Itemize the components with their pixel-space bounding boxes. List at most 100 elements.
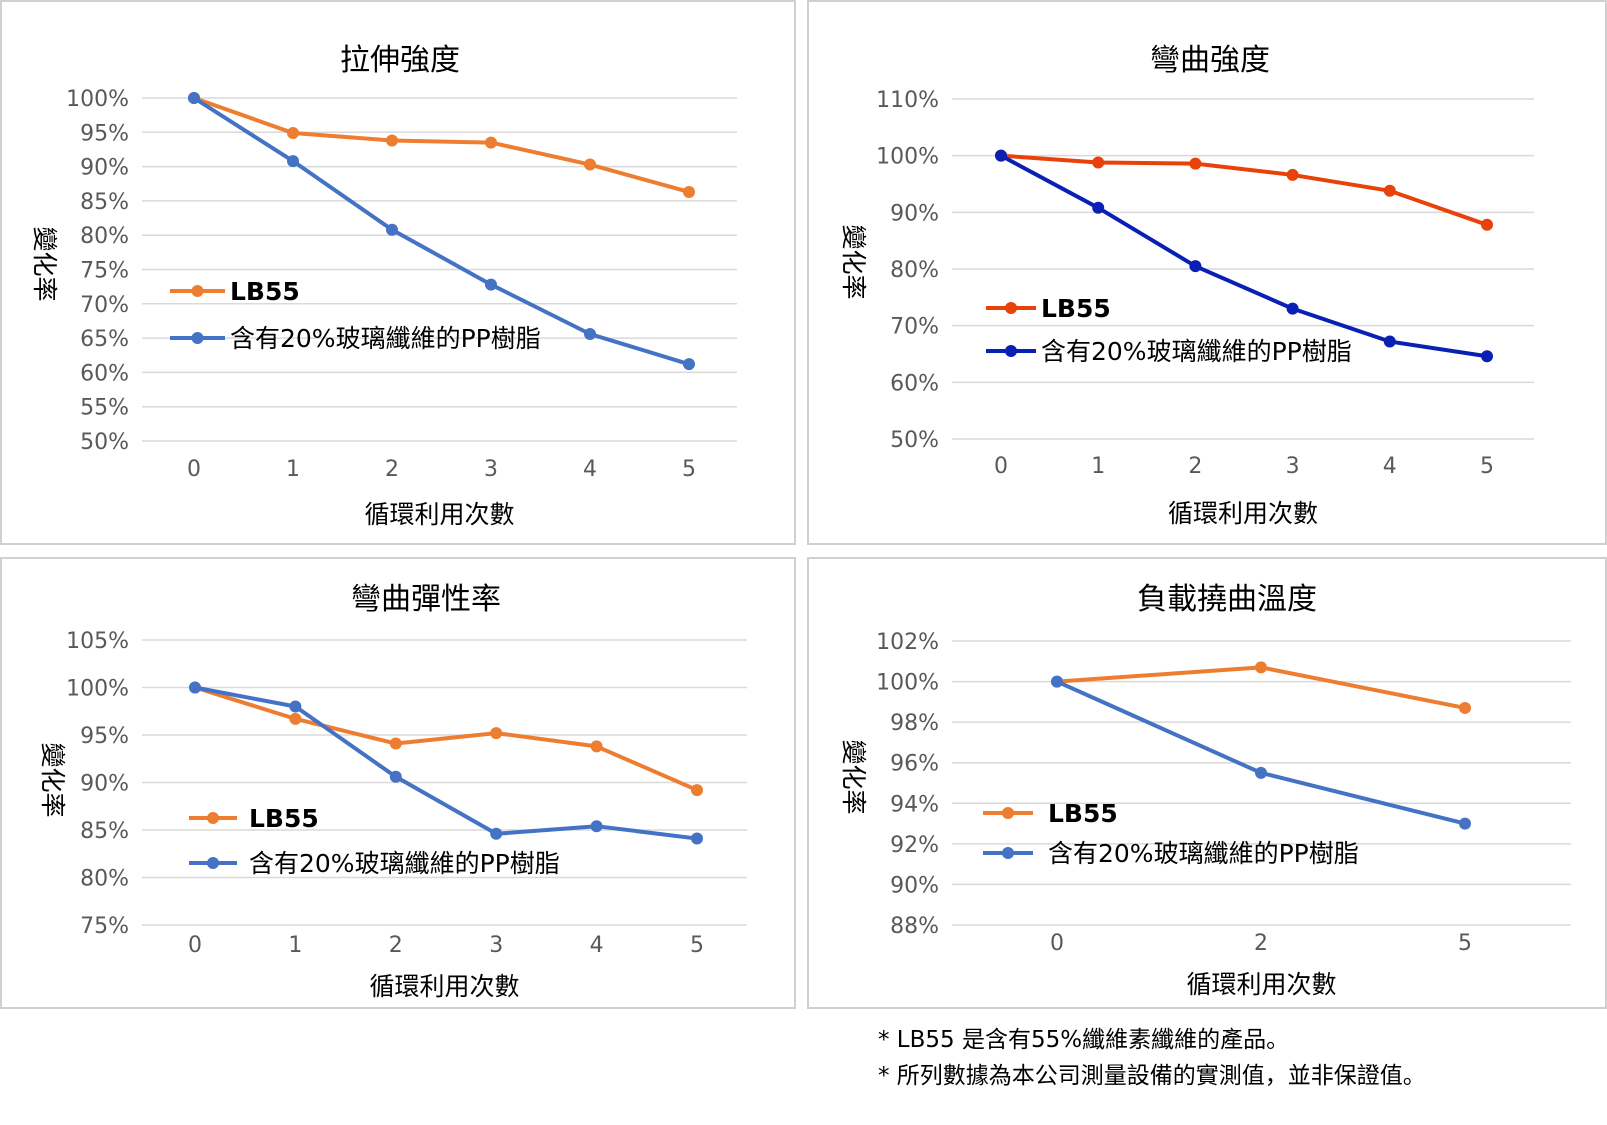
y-tick-label: 90% (80, 156, 129, 181)
y-tick-label: 90% (80, 772, 129, 797)
data-point (386, 223, 398, 236)
series-line (1000, 153, 1488, 359)
y-tick-label: 100% (876, 145, 939, 170)
y-tick-label: 80% (80, 867, 129, 892)
x-tick-label: 3 (484, 457, 498, 482)
data-point (287, 155, 299, 168)
y-tick-label: 105% (66, 629, 129, 654)
footnote-2: * 所列數據為本公司測量設備的實測值，並非保證值。 (878, 1063, 1426, 1089)
data-point (389, 770, 402, 783)
x-tick-label: 0 (994, 454, 1008, 479)
y-tick-label: 100% (876, 671, 939, 696)
y-tick-label: 102% (876, 630, 939, 655)
data-point (1286, 302, 1299, 315)
x-tick-label: 2 (389, 933, 403, 958)
legend-swatch-marker (191, 285, 204, 297)
y-tick-label: 95% (80, 121, 129, 146)
x-tick-label: 3 (1286, 454, 1300, 479)
footnotes: * LB55 是含有55%纖維素纖維的產品。 * 所列數據為本公司測量設備的實測… (878, 1022, 1426, 1094)
data-point (683, 185, 695, 198)
data-point (590, 820, 603, 833)
data-point (691, 832, 703, 845)
data-point (1459, 817, 1471, 830)
data-point (485, 136, 497, 149)
y-tick-label: 100% (66, 87, 129, 112)
x-tick-label: 2 (1188, 454, 1202, 479)
y-tick-label: 95% (80, 724, 129, 749)
y-tick-label: 55% (80, 396, 129, 421)
y-axis-label: 變化率 (38, 742, 67, 817)
data-point (683, 358, 695, 371)
x-tick-label: 2 (385, 457, 399, 482)
y-tick-label: 90% (890, 873, 939, 898)
x-tick-label: 1 (1091, 454, 1105, 479)
series-line (1056, 665, 1466, 710)
data-point (691, 784, 703, 797)
chart-panel-heat-deflection-temperature: 102% 100% 98% 96% 94% 92% 90% 88% 0 2 5 負載撓曲溫度 循環利用次… (807, 557, 1607, 1009)
data-point (189, 681, 201, 694)
y-axis-label: 變化率 (839, 739, 868, 814)
x-tick-label: 4 (590, 933, 604, 958)
y-tick-label: 60% (80, 361, 129, 386)
y-tick-label: 98% (890, 711, 939, 736)
series-line (194, 685, 698, 792)
x-axis-label: 循環利用次數 (364, 500, 514, 529)
data-point (995, 149, 1007, 162)
y-tick-label: 65% (80, 327, 129, 352)
legend-label: 含有20%玻璃纖維的PP樹脂 (1041, 337, 1352, 366)
legend-swatch-marker (1002, 847, 1014, 859)
chart-panel-flexural-strength: 110% 100% 90% 80% 70% 60% 50% 0 1 2 3 4 5 彎曲強度 循環利用次數 變… (807, 0, 1607, 545)
data-point (590, 740, 603, 753)
x-tick-label: 4 (1383, 454, 1397, 479)
x-tick-label: 3 (489, 933, 503, 958)
y-tick-label: 70% (890, 315, 939, 340)
data-point (1189, 157, 1202, 170)
legend-swatch-marker (207, 812, 219, 824)
x-tick-label: 5 (1480, 454, 1494, 479)
data-point (1481, 350, 1493, 363)
legend-label: 含有20%玻璃纖維的PP樹脂 (249, 849, 560, 878)
y-tick-label: 50% (80, 430, 129, 455)
y-tick-label: 60% (890, 371, 939, 396)
chart-title: 彎曲強度 (1150, 43, 1270, 78)
data-point (584, 158, 596, 171)
y-tick-label: 100% (66, 677, 129, 702)
data-point (1255, 661, 1267, 674)
legend-label: 含有20%玻璃纖維的PP樹脂 (1048, 839, 1359, 868)
y-tick-label: 50% (890, 428, 939, 453)
x-axis-label: 循環利用次數 (1168, 499, 1318, 528)
data-point (1481, 218, 1493, 231)
data-point (490, 827, 503, 840)
legend-label: 含有20%玻璃纖維的PP樹脂 (230, 324, 541, 353)
x-tick-label: 1 (288, 933, 302, 958)
data-point (1383, 184, 1396, 197)
chart-svg-heat-deflection-temperature: 102% 100% 98% 96% 94% 92% 90% 88% 0 2 5 負載撓曲溫度循環利用次… (839, 582, 1571, 999)
x-tick-label: 5 (1458, 931, 1472, 956)
x-tick-label: 5 (682, 457, 696, 482)
data-point (1459, 701, 1471, 714)
data-point (490, 727, 503, 740)
chart-svg-flexural-modulus: 105% 100% 95% 90% 85% 80% 75% 0 1 2 3 4 5 彎曲彈性率循環利用次數… (38, 582, 747, 1001)
series-line (193, 96, 690, 194)
legend-swatch-marker (1005, 345, 1017, 357)
y-tick-label: 88% (890, 914, 939, 939)
data-point (386, 134, 398, 147)
x-tick-label: 2 (1254, 931, 1268, 956)
y-tick-label: 85% (80, 819, 129, 844)
legend-swatch-marker (1002, 807, 1014, 819)
legend-swatch-marker (207, 857, 219, 869)
x-tick-label: 4 (583, 457, 597, 482)
x-tick-label: 0 (188, 933, 202, 958)
chart-panel-tensile-strength: 100% 95% 90% 85% 80% 75% 70% 65% 60% 55% 50% 0 1 2 3 4 5… (0, 0, 796, 545)
y-tick-label: 96% (890, 752, 939, 777)
data-point (389, 737, 402, 750)
y-tick-label: 110% (876, 88, 939, 113)
series-line (192, 96, 690, 367)
y-tick-label: 85% (80, 190, 129, 215)
y-tick-label: 90% (890, 201, 939, 226)
series-line (1056, 679, 1466, 826)
y-tick-label: 75% (80, 259, 129, 284)
y-tick-label: 70% (80, 293, 129, 318)
data-point (1255, 766, 1267, 779)
